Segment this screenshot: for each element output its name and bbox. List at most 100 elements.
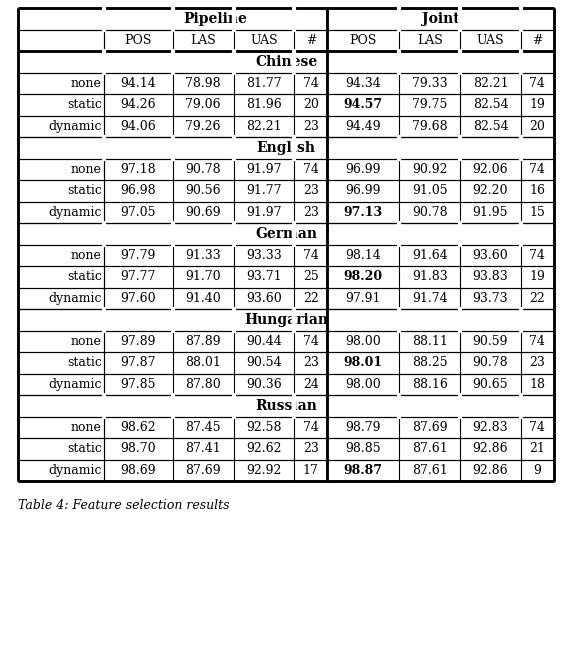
Text: static: static — [67, 270, 102, 284]
Text: 21: 21 — [529, 442, 545, 455]
Text: 91.97: 91.97 — [246, 206, 282, 219]
Text: English: English — [257, 140, 316, 155]
Text: none: none — [71, 77, 102, 90]
Text: 81.96: 81.96 — [246, 98, 282, 112]
Text: Joint: Joint — [422, 11, 460, 26]
Text: 91.74: 91.74 — [412, 292, 448, 304]
Text: 90.78: 90.78 — [185, 163, 221, 176]
Text: dynamic: dynamic — [48, 378, 102, 390]
Text: 88.25: 88.25 — [412, 356, 448, 369]
Text: 22: 22 — [530, 292, 545, 304]
Text: 96.99: 96.99 — [346, 163, 381, 176]
Text: Pipeline: Pipeline — [184, 11, 247, 26]
Text: 17: 17 — [303, 464, 319, 476]
Text: 18: 18 — [529, 378, 545, 390]
Text: 90.44: 90.44 — [246, 335, 282, 347]
Text: 98.62: 98.62 — [121, 421, 156, 433]
Text: 88.11: 88.11 — [412, 335, 448, 347]
Text: 97.87: 97.87 — [121, 356, 156, 369]
Text: 88.16: 88.16 — [412, 378, 448, 390]
Text: 98.01: 98.01 — [344, 356, 383, 369]
Text: 94.49: 94.49 — [346, 120, 381, 133]
Text: 90.36: 90.36 — [246, 378, 282, 390]
Text: #: # — [305, 34, 316, 47]
Text: 93.60: 93.60 — [472, 249, 509, 262]
Text: static: static — [67, 98, 102, 112]
Text: 93.33: 93.33 — [246, 249, 282, 262]
Text: 96.99: 96.99 — [346, 184, 381, 198]
Text: 98.00: 98.00 — [346, 335, 381, 347]
Text: 97.05: 97.05 — [121, 206, 156, 219]
Text: 92.83: 92.83 — [472, 421, 508, 433]
Text: 90.92: 90.92 — [412, 163, 447, 176]
Text: 97.13: 97.13 — [344, 206, 383, 219]
Text: 79.68: 79.68 — [412, 120, 448, 133]
Text: 94.57: 94.57 — [344, 98, 383, 112]
Text: 23: 23 — [303, 206, 319, 219]
Text: 23: 23 — [303, 442, 319, 455]
Text: 24: 24 — [303, 378, 319, 390]
Text: 92.62: 92.62 — [246, 442, 282, 455]
Text: static: static — [67, 442, 102, 455]
Text: 92.92: 92.92 — [246, 464, 282, 476]
Text: 87.69: 87.69 — [185, 464, 221, 476]
Text: 98.20: 98.20 — [344, 270, 383, 284]
Text: 20: 20 — [529, 120, 545, 133]
Text: 91.95: 91.95 — [473, 206, 508, 219]
Text: LAS: LAS — [190, 34, 216, 47]
Text: 79.06: 79.06 — [185, 98, 221, 112]
Text: 23: 23 — [303, 356, 319, 369]
Text: 98.85: 98.85 — [346, 442, 381, 455]
Text: 90.78: 90.78 — [472, 356, 508, 369]
Text: 87.61: 87.61 — [412, 464, 448, 476]
Text: 22: 22 — [303, 292, 319, 304]
Text: LAS: LAS — [417, 34, 443, 47]
Text: 74: 74 — [303, 163, 319, 176]
Text: 90.59: 90.59 — [473, 335, 508, 347]
Text: 82.54: 82.54 — [472, 98, 508, 112]
Text: 74: 74 — [303, 77, 319, 90]
Text: 93.83: 93.83 — [472, 270, 509, 284]
Text: 82.21: 82.21 — [472, 77, 508, 90]
Text: 92.86: 92.86 — [472, 442, 508, 455]
Text: 91.33: 91.33 — [185, 249, 221, 262]
Text: 87.69: 87.69 — [412, 421, 448, 433]
Text: 90.65: 90.65 — [472, 378, 508, 390]
Text: 98.87: 98.87 — [344, 464, 383, 476]
Text: 90.78: 90.78 — [412, 206, 448, 219]
Text: 94.14: 94.14 — [121, 77, 156, 90]
Text: 92.06: 92.06 — [472, 163, 508, 176]
Text: 97.79: 97.79 — [121, 249, 156, 262]
Text: 92.86: 92.86 — [472, 464, 508, 476]
Text: 94.34: 94.34 — [346, 77, 381, 90]
Text: 19: 19 — [529, 98, 545, 112]
Text: UAS: UAS — [476, 34, 505, 47]
Text: Table 4: Feature selection results: Table 4: Feature selection results — [18, 499, 230, 512]
Text: 23: 23 — [303, 184, 319, 198]
Text: 15: 15 — [529, 206, 545, 219]
Text: 90.54: 90.54 — [246, 356, 282, 369]
Text: 88.01: 88.01 — [185, 356, 221, 369]
Text: 74: 74 — [529, 249, 545, 262]
Text: 97.85: 97.85 — [121, 378, 156, 390]
Text: UAS: UAS — [250, 34, 278, 47]
Text: #: # — [532, 34, 542, 47]
Text: none: none — [71, 249, 102, 262]
Text: dynamic: dynamic — [48, 292, 102, 304]
Text: 92.58: 92.58 — [246, 421, 282, 433]
Text: 93.73: 93.73 — [472, 292, 508, 304]
Text: 20: 20 — [303, 98, 319, 112]
Text: 97.77: 97.77 — [121, 270, 156, 284]
Text: 87.45: 87.45 — [185, 421, 221, 433]
Text: 81.77: 81.77 — [246, 77, 282, 90]
Text: POS: POS — [350, 34, 377, 47]
Text: 16: 16 — [529, 184, 545, 198]
Text: 74: 74 — [529, 335, 545, 347]
Text: 98.00: 98.00 — [346, 378, 381, 390]
Text: 79.26: 79.26 — [185, 120, 221, 133]
Text: 93.71: 93.71 — [246, 270, 282, 284]
Text: 87.89: 87.89 — [185, 335, 221, 347]
Text: 82.54: 82.54 — [472, 120, 508, 133]
Text: Russian: Russian — [255, 398, 317, 413]
Text: 79.33: 79.33 — [412, 77, 448, 90]
